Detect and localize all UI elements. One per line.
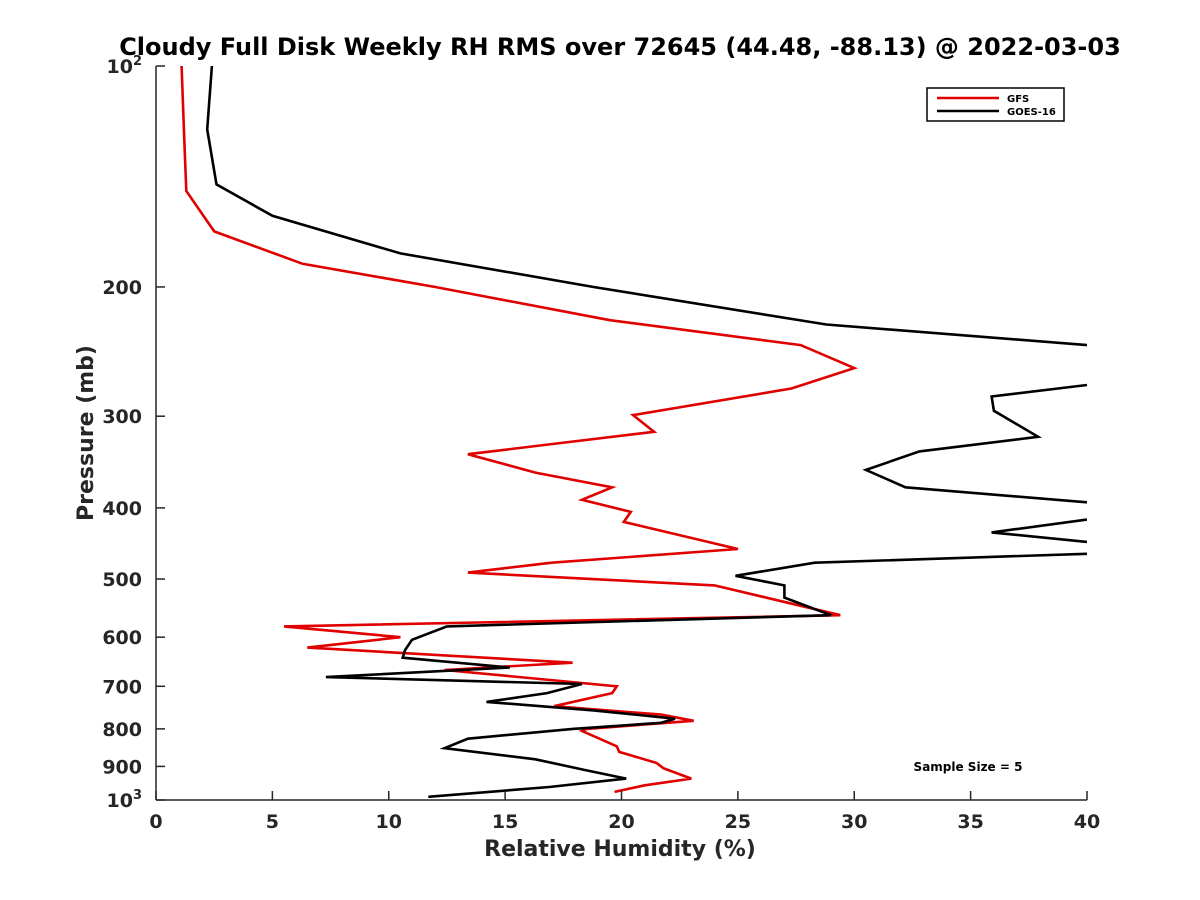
series-line-goes-16-2 [991, 518, 1087, 544]
y-tick-label: 800 [102, 719, 142, 741]
series-line-goes-16-1 [862, 383, 1087, 504]
y-tick-label: 900 [102, 756, 142, 778]
y-tick-label: 400 [102, 498, 142, 520]
legend: GFS GOES-16 [926, 87, 1065, 122]
legend-label-goes-16: GOES-16 [1007, 107, 1056, 118]
x-tick-label: 25 [725, 811, 751, 833]
x-axis-label: Relative Humidity (%) [484, 837, 756, 862]
legend-box [926, 87, 1065, 122]
y-tick-exponent: 2 [133, 54, 142, 69]
series-layer [180, 66, 1087, 799]
y-tick-label: 700 [102, 676, 142, 698]
y-tick-exponent: 3 [133, 788, 142, 803]
y-tick-label: 600 [102, 627, 142, 649]
x-tick-label: 35 [957, 811, 983, 833]
x-tick-label: 15 [492, 811, 518, 833]
x-tick-label: 0 [149, 811, 162, 833]
y-axis-label: Pressure (mb) [74, 345, 99, 521]
x-tick-label: 40 [1074, 811, 1100, 833]
sample-size-annotation: Sample Size = 5 [914, 760, 1023, 774]
legend-label-gfs: GFS [1007, 94, 1029, 105]
y-tick-label: 500 [102, 569, 142, 591]
chart-title: Cloudy Full Disk Weekly RH RMS over 7264… [119, 33, 1121, 61]
series-line-gfs-0 [180, 66, 858, 794]
x-tick-label: 5 [266, 811, 279, 833]
x-tick-label: 20 [608, 811, 634, 833]
x-tick-label: 10 [376, 811, 402, 833]
y-tick-label: 300 [102, 406, 142, 428]
x-tick-label: 30 [841, 811, 867, 833]
y-tick-label: 200 [102, 277, 142, 299]
series-line-goes-16-3 [325, 552, 1087, 799]
series-line-goes-16-0 [205, 66, 1087, 347]
